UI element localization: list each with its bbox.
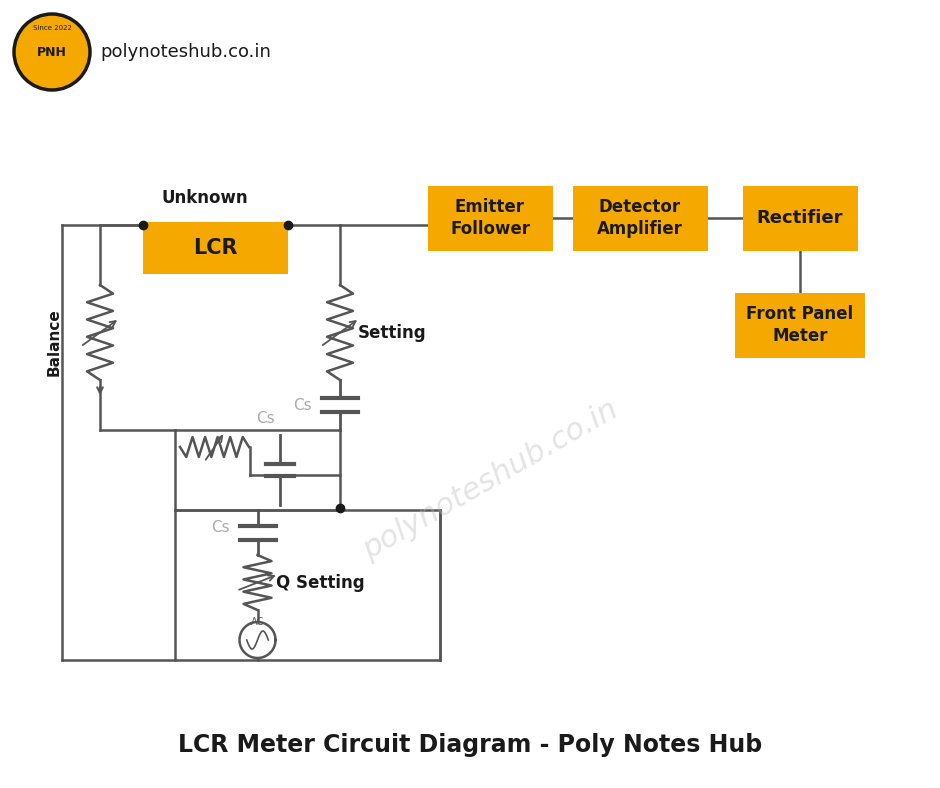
Text: Setting: Setting <box>358 324 427 341</box>
FancyBboxPatch shape <box>743 185 857 251</box>
FancyBboxPatch shape <box>143 222 288 274</box>
Text: Front Panel
Meter: Front Panel Meter <box>746 305 854 345</box>
Text: Since 2022: Since 2022 <box>33 25 71 31</box>
Text: Cs: Cs <box>211 520 229 535</box>
Text: polynoteshub.co.in: polynoteshub.co.in <box>357 395 623 565</box>
FancyBboxPatch shape <box>428 185 553 251</box>
Text: Emitter
Follower: Emitter Follower <box>450 198 530 238</box>
Text: Q Setting: Q Setting <box>275 574 364 592</box>
Text: Balance: Balance <box>46 309 61 377</box>
Text: AC: AC <box>251 617 264 627</box>
Text: PNH: PNH <box>37 46 67 58</box>
Text: Detector
Amplifier: Detector Amplifier <box>597 198 683 238</box>
Text: LCR Meter Circuit Diagram - Poly Notes Hub: LCR Meter Circuit Diagram - Poly Notes H… <box>178 733 762 757</box>
Text: LCR: LCR <box>193 238 237 258</box>
Text: Cs: Cs <box>256 411 274 426</box>
Circle shape <box>14 14 90 90</box>
Text: Rectifier: Rectifier <box>757 209 843 227</box>
Text: polynoteshub.co.in: polynoteshub.co.in <box>100 43 271 61</box>
Text: Unknown: Unknown <box>162 189 248 207</box>
FancyBboxPatch shape <box>735 292 865 358</box>
Text: Cs: Cs <box>293 397 312 412</box>
FancyBboxPatch shape <box>572 185 708 251</box>
